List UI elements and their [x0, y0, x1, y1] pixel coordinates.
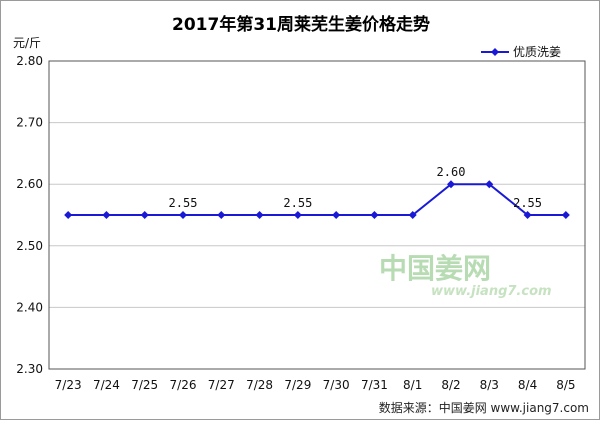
data-label: 2.55: [283, 196, 312, 210]
data-point-marker: [293, 211, 302, 219]
data-point-marker: [140, 211, 149, 219]
x-tick-label: 8/4: [518, 378, 537, 392]
watermark: 中国姜网 www.jiang7.com: [379, 252, 552, 299]
series-markers: [64, 180, 570, 219]
y-tick-label: 2.30: [16, 362, 43, 376]
y-tick-label: 2.60: [16, 177, 43, 191]
source-note: 数据来源：中国姜网 www.jiang7.com: [379, 400, 589, 415]
data-point-marker: [370, 211, 379, 219]
x-tick-label: 7/24: [93, 378, 120, 392]
x-tick-label: 8/1: [403, 378, 422, 392]
y-tick-label: 2.80: [16, 54, 43, 68]
data-point-marker: [64, 211, 73, 219]
data-point-marker: [485, 180, 494, 189]
y-axis-ticks: 2.80 2.70 2.60 2.50 2.40 2.30: [16, 54, 43, 376]
data-point-marker: [408, 211, 417, 219]
x-axis-ticks: 7/23 7/24 7/25 7/26 7/27 7/28 7/29 7/30 7/31 8/1 8…: [55, 378, 576, 392]
legend-marker: [491, 48, 499, 56]
x-tick-label: 8/3: [480, 378, 499, 392]
y-tick-label: 2.50: [16, 239, 43, 253]
plot-area: [48, 60, 586, 370]
legend-label: 优质洗姜: [513, 45, 561, 59]
data-point-marker: [523, 211, 532, 219]
y-axis-unit: 元/斤: [13, 36, 41, 50]
data-labels: 2.55 2.55 2.60 2.55: [169, 165, 542, 210]
y-tick-label: 2.40: [16, 300, 43, 314]
x-tick-label: 7/25: [131, 378, 158, 392]
data-point-marker: [102, 211, 111, 219]
data-point-marker: [255, 211, 264, 219]
x-tick-label: 8/2: [441, 378, 460, 392]
chart-title: 2017年第31周莱芜生姜价格走势: [172, 14, 430, 35]
series-line: [68, 183, 566, 216]
x-tick-label: 7/31: [361, 378, 388, 392]
legend: 优质洗姜: [481, 45, 561, 59]
data-label: 2.55: [513, 196, 542, 210]
x-tick-label: 7/28: [246, 378, 273, 392]
watermark-logo-text: 中国姜网: [379, 252, 491, 285]
x-tick-label: 7/27: [208, 378, 235, 392]
data-label: 2.55: [169, 196, 198, 210]
data-point-marker: [561, 211, 570, 219]
data-point-marker: [217, 211, 226, 219]
data-label: 2.60: [437, 165, 466, 179]
data-point-marker: [332, 211, 341, 219]
x-tick-label: 7/30: [323, 378, 350, 392]
watermark-url: www.jiang7.com: [431, 284, 552, 299]
x-tick-label: 8/5: [556, 378, 575, 392]
data-point-marker: [179, 211, 187, 219]
data-point-marker: [447, 180, 455, 189]
x-tick-label: 7/23: [55, 378, 82, 392]
x-tick-label: 7/29: [284, 378, 311, 392]
y-tick-label: 2.70: [16, 116, 43, 130]
x-tick-label: 7/26: [170, 378, 197, 392]
